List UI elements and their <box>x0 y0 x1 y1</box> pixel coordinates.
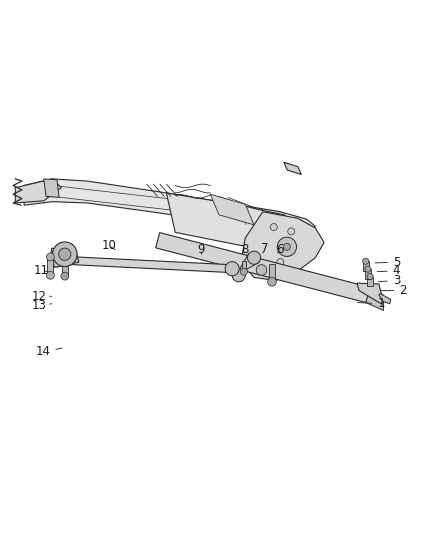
Polygon shape <box>277 259 284 265</box>
Polygon shape <box>268 278 276 286</box>
Polygon shape <box>357 283 383 304</box>
Polygon shape <box>365 266 371 272</box>
Polygon shape <box>53 242 77 266</box>
Polygon shape <box>269 264 275 280</box>
Polygon shape <box>233 253 259 280</box>
Polygon shape <box>363 258 369 264</box>
Polygon shape <box>44 179 59 197</box>
Polygon shape <box>242 261 246 272</box>
Polygon shape <box>240 268 247 275</box>
Text: 2: 2 <box>380 284 407 297</box>
Text: 8: 8 <box>242 244 249 256</box>
Polygon shape <box>367 273 373 280</box>
Text: 14: 14 <box>35 345 62 358</box>
Polygon shape <box>270 223 277 231</box>
Text: 12: 12 <box>32 290 52 303</box>
Polygon shape <box>365 269 371 279</box>
Polygon shape <box>50 253 64 267</box>
Polygon shape <box>155 232 370 303</box>
Polygon shape <box>50 248 79 268</box>
Polygon shape <box>47 257 53 275</box>
Text: 4: 4 <box>377 264 400 277</box>
Text: 6: 6 <box>276 244 283 256</box>
Text: 9: 9 <box>197 244 205 256</box>
Polygon shape <box>62 265 68 276</box>
Polygon shape <box>379 294 391 304</box>
Polygon shape <box>210 194 254 225</box>
Polygon shape <box>367 277 373 286</box>
Polygon shape <box>283 243 290 251</box>
Polygon shape <box>57 256 232 273</box>
Polygon shape <box>284 162 301 174</box>
Text: 11: 11 <box>34 264 49 277</box>
Polygon shape <box>61 272 69 280</box>
Polygon shape <box>15 179 61 203</box>
Polygon shape <box>277 237 297 256</box>
Polygon shape <box>256 265 267 275</box>
Polygon shape <box>225 262 239 276</box>
Polygon shape <box>46 253 54 261</box>
Text: 10: 10 <box>101 239 116 252</box>
Polygon shape <box>59 248 71 260</box>
Polygon shape <box>241 212 324 280</box>
Polygon shape <box>288 228 295 235</box>
Polygon shape <box>366 287 383 311</box>
Text: 3: 3 <box>378 274 400 287</box>
Polygon shape <box>166 193 298 249</box>
Text: 1: 1 <box>357 297 385 310</box>
Text: 7: 7 <box>261 243 269 255</box>
Text: 13: 13 <box>32 300 52 312</box>
Polygon shape <box>232 269 245 282</box>
Polygon shape <box>24 179 315 247</box>
Text: 5: 5 <box>375 256 400 269</box>
Polygon shape <box>247 251 261 264</box>
Polygon shape <box>46 271 54 279</box>
Polygon shape <box>363 261 369 271</box>
